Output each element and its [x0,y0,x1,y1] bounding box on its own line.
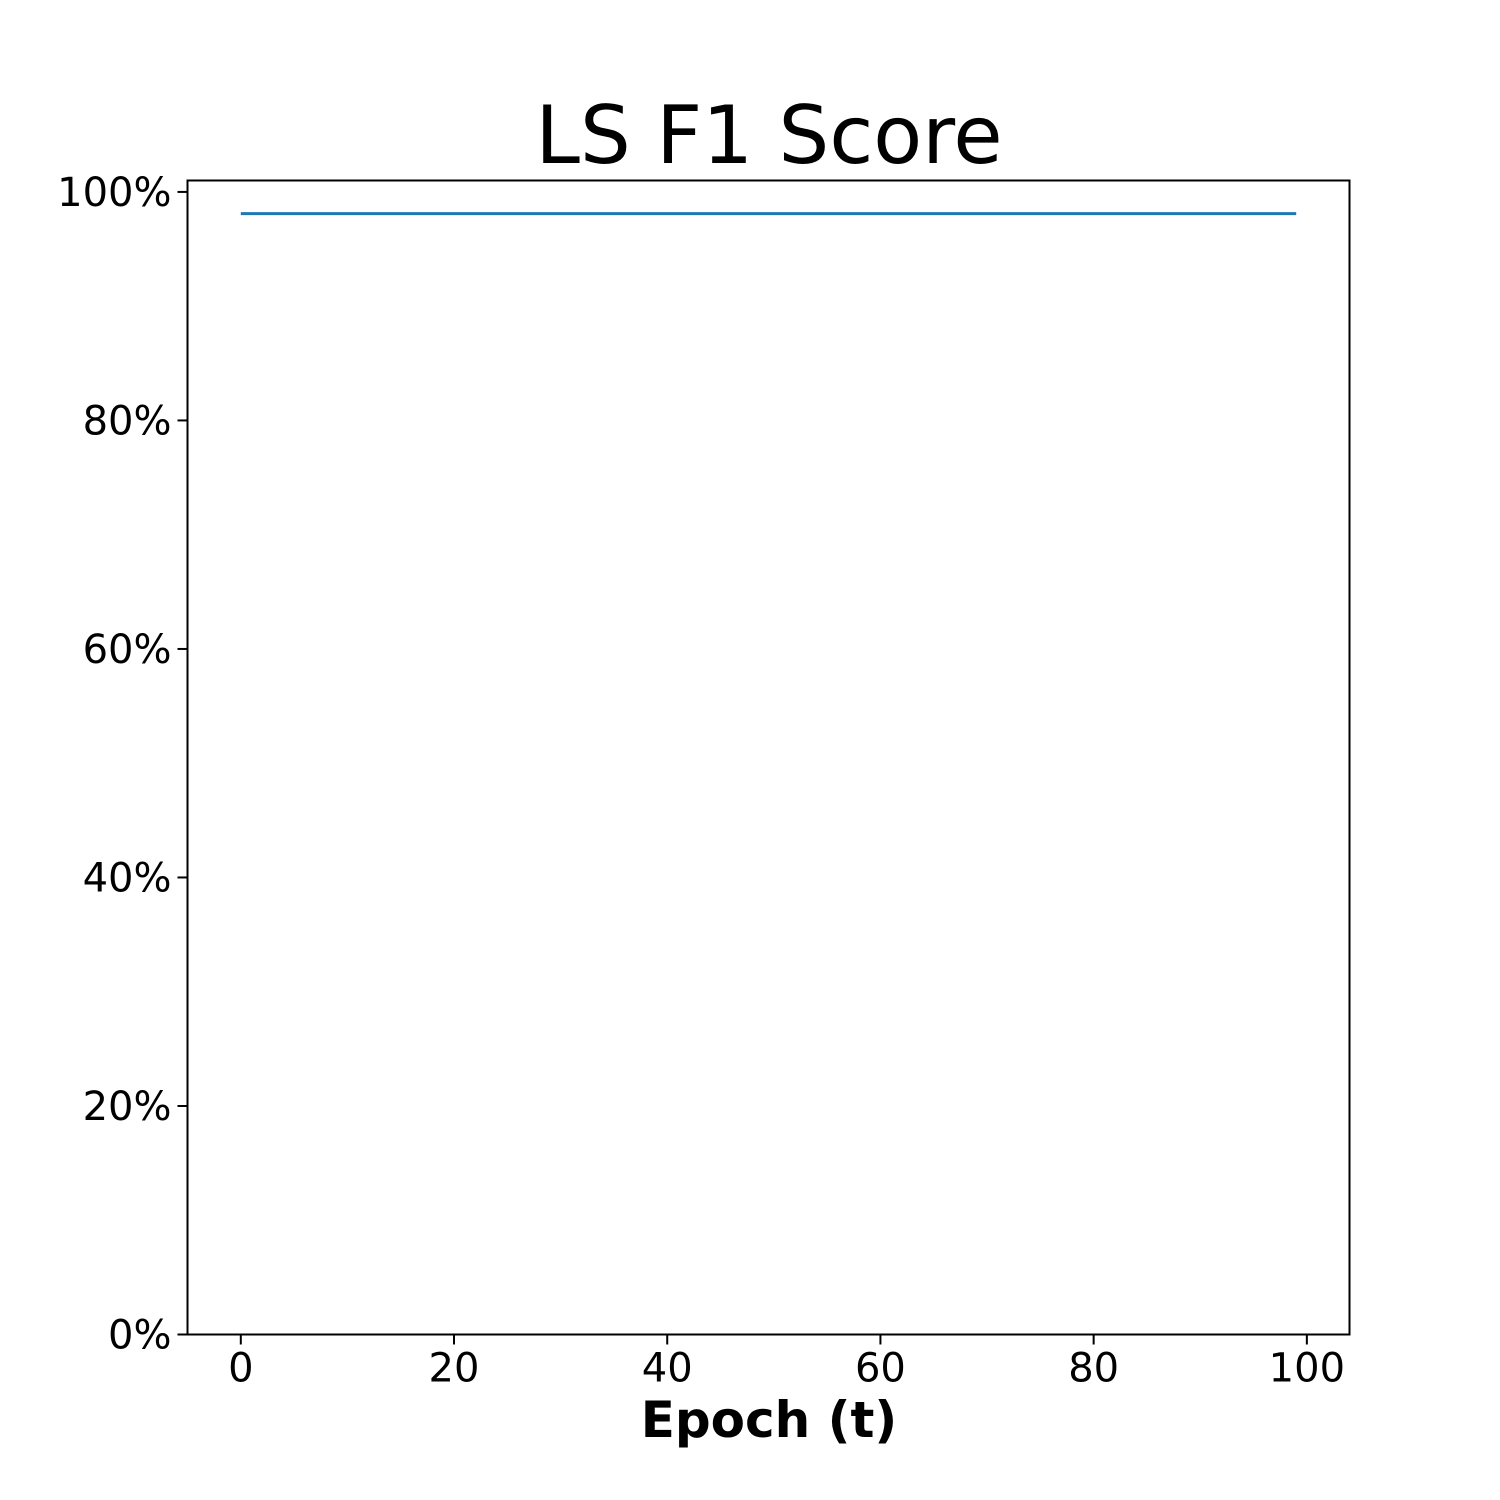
x-tick-label: 40 [642,1346,693,1392]
y-tick-label: 40% [83,855,172,901]
y-tick-label: 100% [57,170,171,216]
x-tick-label: 20 [429,1346,480,1392]
x-axis-ticks: 0 20 40 60 80 100 [228,1334,1345,1392]
y-tick-label: 0% [108,1313,171,1359]
x-tick-label: 80 [1068,1346,1119,1392]
plot-frame [186,179,1351,1336]
y-axis-ticks: 0% 20% 40% 60% 80% 100% [57,170,188,1359]
x-tick-label: 100 [1269,1346,1345,1392]
chart-title: LS F1 Score [535,89,1002,182]
y-tick-label: 60% [83,627,172,673]
x-tick-label: 0 [228,1346,253,1392]
y-tick-label: 20% [83,1084,172,1130]
x-tick-label: 60 [855,1346,906,1392]
x-axis-label: Epoch (t) [641,1391,898,1449]
y-tick-label: 80% [83,398,172,444]
